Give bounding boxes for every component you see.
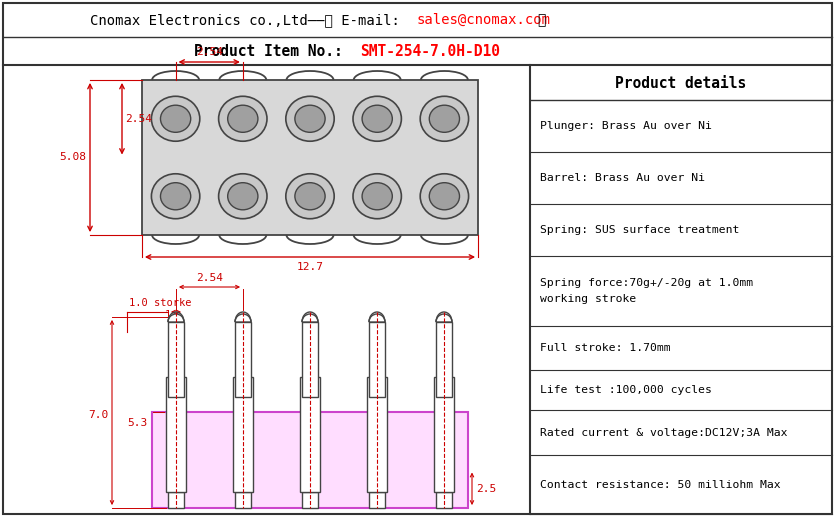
Wedge shape [168,314,184,322]
Ellipse shape [219,174,267,219]
Text: Life test :100,000 cycles: Life test :100,000 cycles [540,385,712,395]
Bar [436,322,452,397]
Text: 7.0: 7.0 [88,410,108,420]
Bar [369,322,385,397]
Bar [235,492,251,508]
Ellipse shape [151,96,200,141]
Wedge shape [436,314,452,322]
Bar [235,322,251,397]
Text: Barrel: Brass Au over Ni: Barrel: Brass Au over Ni [540,173,705,183]
Ellipse shape [362,105,392,132]
Wedge shape [235,314,251,322]
Ellipse shape [286,174,334,219]
Bar [166,377,186,492]
Text: Plunger: Brass Au over Ni: Plunger: Brass Au over Ni [540,121,712,131]
Text: Contact resistance: 50 milliohm Max: Contact resistance: 50 milliohm Max [540,479,781,490]
Bar [168,492,184,508]
Text: 2.54: 2.54 [196,273,223,283]
Text: sales@cnomax.com: sales@cnomax.com [417,13,551,27]
Ellipse shape [420,96,468,141]
Ellipse shape [353,174,402,219]
Text: Rated current & voltage:DC12V;3A Max: Rated current & voltage:DC12V;3A Max [540,428,787,437]
Bar [302,322,318,397]
Ellipse shape [160,105,190,132]
Bar [302,492,318,508]
Text: Spring: SUS surface treatment: Spring: SUS surface treatment [540,225,739,235]
Text: 5.3: 5.3 [128,418,148,428]
Ellipse shape [429,183,459,210]
Ellipse shape [295,183,325,210]
Text: Product Item No.:: Product Item No.: [194,43,360,58]
Text: 2.54: 2.54 [125,114,152,124]
Ellipse shape [362,183,392,210]
Ellipse shape [228,183,258,210]
Text: 2.5: 2.5 [476,484,496,494]
Text: 1: 1 [164,310,171,320]
Ellipse shape [295,105,325,132]
Bar [142,80,478,235]
Ellipse shape [353,96,402,141]
Ellipse shape [151,174,200,219]
Text: Product details: Product details [615,75,746,90]
Bar [300,377,320,492]
Bar [233,377,253,492]
Text: Spring force:70g+/-20g at 1.0mm: Spring force:70g+/-20g at 1.0mm [540,278,753,288]
Text: 5.08: 5.08 [59,153,86,162]
Text: Full stroke: 1.70mm: Full stroke: 1.70mm [540,343,671,353]
Wedge shape [369,314,385,322]
Text: 12.7: 12.7 [296,262,323,272]
Bar [168,322,184,397]
Text: Cnomax Electronics co.,Ltd——（ E-mail:: Cnomax Electronics co.,Ltd——（ E-mail: [90,13,417,27]
Text: ）: ） [537,13,545,27]
Ellipse shape [429,105,459,132]
Ellipse shape [219,96,267,141]
Ellipse shape [420,174,468,219]
Text: working stroke: working stroke [540,294,636,304]
Wedge shape [302,314,318,322]
Text: 1.0 storke: 1.0 storke [129,298,191,308]
Ellipse shape [228,105,258,132]
Ellipse shape [160,183,190,210]
Bar [436,492,452,508]
Bar [367,377,387,492]
Ellipse shape [286,96,334,141]
Text: SMT-254-7.0H-D10: SMT-254-7.0H-D10 [360,43,500,58]
Bar [434,377,454,492]
Bar [369,492,385,508]
Text: 2.54: 2.54 [195,47,223,57]
Bar [152,412,468,508]
